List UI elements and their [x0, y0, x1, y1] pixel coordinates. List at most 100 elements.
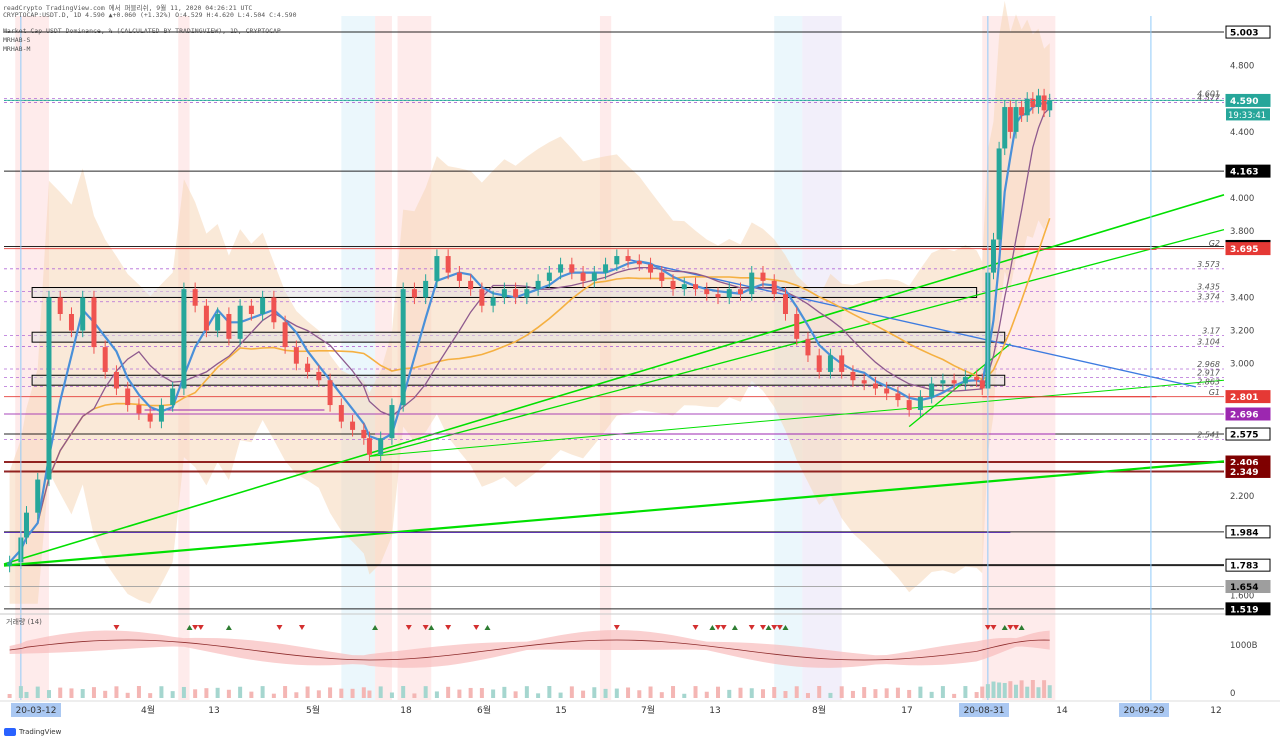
candle-body: [113, 371, 119, 389]
volume-bar: [238, 686, 243, 698]
candle-body: [569, 264, 575, 273]
time-tick: 20-03-12: [16, 706, 57, 716]
sell-signal-icon: [613, 625, 620, 630]
candle-body: [136, 405, 142, 414]
volume-bar: [704, 691, 709, 698]
candle-body: [670, 280, 676, 290]
price-level-text: 4.163: [1230, 168, 1258, 178]
volume-bar: [873, 689, 878, 698]
candle-body: [771, 280, 777, 295]
candle-body: [203, 305, 209, 331]
volume-axis-top: 1000B: [1230, 641, 1258, 651]
sell-signal-icon: [771, 625, 778, 630]
candle-body: [282, 322, 288, 348]
price-level-badge: [1225, 390, 1271, 404]
price-level-badge: [1225, 558, 1271, 572]
candle-body: [827, 355, 833, 372]
time-tick: 6월: [477, 704, 491, 716]
volume-bar: [204, 688, 209, 698]
candle-body: [1024, 98, 1030, 116]
candle-body: [839, 355, 845, 372]
candle-body: [850, 371, 856, 381]
volume-bar: [260, 686, 265, 698]
volume-bar: [170, 691, 175, 698]
buy-signal-icon: [484, 625, 491, 630]
level-annotation: 3.435: [1197, 283, 1220, 292]
volume-bar: [727, 689, 732, 698]
price-level-badge: [1225, 164, 1271, 178]
candle-body: [974, 376, 980, 381]
candle-body: [884, 388, 890, 394]
candle-body: [350, 421, 356, 430]
volume-bar: [940, 686, 945, 698]
volume-bar: [294, 692, 299, 698]
volume-bar: [136, 686, 141, 698]
candle-body: [1041, 95, 1047, 111]
candle-body: [749, 272, 755, 295]
volume-bar: [181, 686, 186, 698]
volume-bar: [1042, 680, 1047, 698]
price-axis: 4.800 4.400 4.000 3.800 3.400 3.200 3.000 2.200…: [1225, 0, 1280, 740]
sell-signal-icon: [113, 625, 120, 630]
candle-body: [181, 289, 187, 389]
sell-signal-icon: [1012, 625, 1019, 630]
volume-bar: [603, 688, 608, 698]
price-level-badge: [1225, 427, 1271, 441]
candle-body: [501, 289, 507, 298]
volume-bar: [80, 689, 85, 698]
volume-bar: [305, 686, 310, 698]
candle-body: [524, 289, 530, 298]
time-tick: 7월: [641, 704, 655, 716]
volume-label: 거래량 (14): [6, 617, 42, 626]
candle-body: [726, 289, 732, 298]
volume-bar: [339, 688, 344, 698]
candle-body: [1013, 107, 1019, 132]
price-level-text: 1.783: [1230, 562, 1258, 572]
volume-bar: [839, 686, 844, 698]
buy-signal-icon: [765, 625, 772, 630]
volume-bar: [361, 687, 366, 698]
volume-bar: [547, 686, 552, 698]
candle-body: [962, 376, 968, 384]
time-highlight: [1119, 703, 1169, 717]
candle-body: [293, 347, 299, 364]
candle-body: [479, 289, 485, 306]
volume-bar: [671, 686, 676, 698]
volume-bar: [58, 687, 63, 698]
volume-bar: [69, 688, 74, 698]
candle-body: [215, 314, 221, 331]
volume-bar: [1002, 682, 1007, 698]
candle-body: [490, 297, 496, 306]
candle-body: [895, 393, 901, 401]
sell-signal-icon: [405, 625, 412, 630]
time-tick: 4월: [141, 704, 155, 716]
volume-bar: [148, 693, 153, 698]
candle-body: [603, 264, 609, 273]
sell-signal-icon: [192, 625, 199, 630]
price-tick: 4.000: [1230, 194, 1254, 204]
candle-body: [990, 239, 996, 273]
candle-body: [1035, 95, 1041, 108]
volume-bar: [423, 686, 428, 698]
candle-body: [906, 400, 912, 411]
sell-signal-icon: [748, 625, 755, 630]
level-annotation: 4.577: [1197, 94, 1221, 103]
candle-body: [737, 289, 743, 295]
candle-body: [546, 272, 552, 281]
price-level-text: 2.801: [1230, 393, 1258, 403]
buy-signal-icon: [1001, 625, 1008, 630]
volume-oscillator-line: [9, 639, 1050, 661]
candle-body: [625, 256, 631, 262]
volume-bar: [805, 693, 810, 698]
sell-signal-icon: [715, 625, 722, 630]
volume-bar: [457, 689, 462, 698]
candle-body: [271, 297, 277, 323]
candle-body: [158, 405, 164, 422]
volume-bar: [985, 684, 990, 698]
volume-bar: [1030, 680, 1035, 698]
volume-bar: [193, 689, 198, 698]
candle-body: [57, 297, 63, 314]
volume-bar: [974, 692, 979, 698]
level-annotation: 3.573: [1197, 260, 1220, 269]
